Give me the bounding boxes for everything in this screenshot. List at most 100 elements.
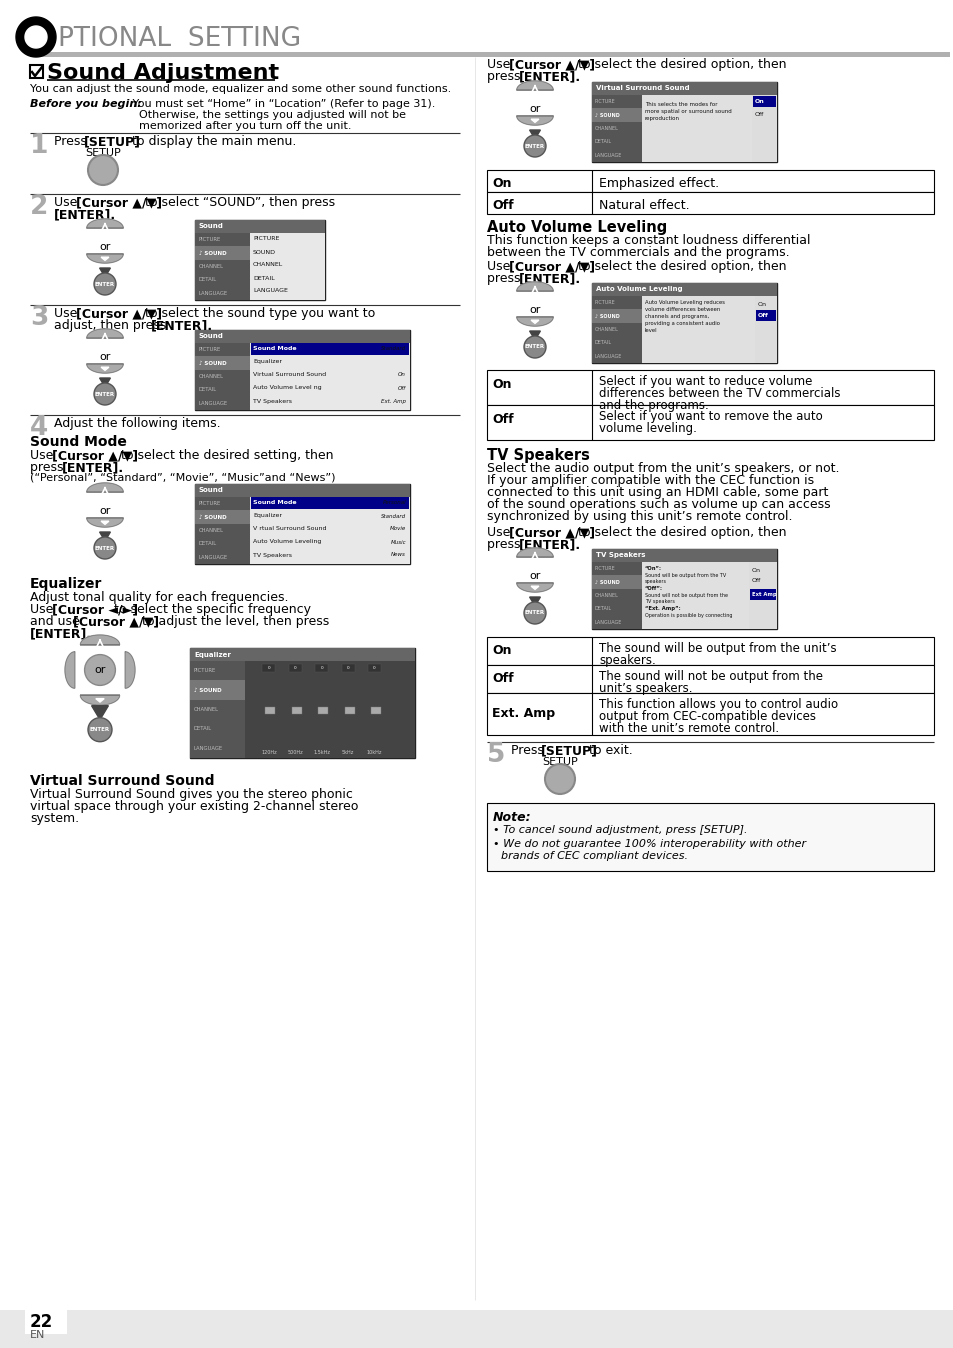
Bar	[194, 511, 250, 524]
Bar	[592, 549, 776, 630]
Text: LANGUAGE: LANGUAGE	[199, 400, 228, 406]
Circle shape	[88, 155, 118, 185]
Text: • To cancel sound adjustment, press [SETUP].: • To cancel sound adjustment, press [SET…	[493, 825, 747, 834]
Polygon shape	[80, 696, 119, 705]
Bar	[751, 94, 776, 162]
Circle shape	[523, 336, 545, 359]
Text: press: press	[486, 272, 524, 284]
Polygon shape	[65, 652, 74, 689]
Text: DETAIL: DETAIL	[595, 341, 612, 345]
Text: PTIONAL  SETTING: PTIONAL SETTING	[58, 26, 301, 53]
Text: to display the main menu.: to display the main menu.	[128, 135, 296, 148]
Text: Personal: Personal	[382, 500, 406, 506]
Text: or: or	[99, 352, 111, 363]
Bar	[190, 648, 415, 758]
Text: 10kHz: 10kHz	[366, 749, 382, 755]
Text: [Cursor ◄/►]: [Cursor ◄/►]	[52, 603, 138, 616]
Text: Select if you want to remove the auto: Select if you want to remove the auto	[598, 410, 821, 423]
Text: Emphasized effect.: Emphasized effect.	[598, 177, 719, 190]
Bar	[190, 648, 415, 661]
Text: memorized after you turn off the unit.: memorized after you turn off the unit.	[139, 121, 351, 131]
Text: PICTURE: PICTURE	[595, 100, 615, 104]
Bar	[245, 661, 415, 758]
Text: Standard: Standard	[380, 346, 406, 352]
Text: 0: 0	[320, 666, 323, 670]
Text: 22: 22	[30, 1313, 53, 1330]
Text: virtual space through your existing 2-channel stereo: virtual space through your existing 2-ch…	[30, 799, 358, 813]
Text: LANGUAGE: LANGUAGE	[193, 745, 223, 751]
Text: CHANNEL: CHANNEL	[199, 373, 224, 379]
Text: CHANNEL: CHANNEL	[595, 593, 618, 599]
Text: Auto Volume Leveling: Auto Volume Leveling	[253, 539, 321, 545]
Text: DETAIL: DETAIL	[595, 139, 612, 144]
Text: PICTURE: PICTURE	[193, 669, 216, 673]
Text: (“Personal”, “Standard”, “Movie”, “Music”and “News”): (“Personal”, “Standard”, “Movie”, “Music…	[30, 473, 335, 483]
Bar	[641, 297, 754, 363]
Text: [Cursor ▲/▼]: [Cursor ▲/▼]	[509, 58, 595, 71]
Circle shape	[94, 537, 116, 559]
Text: 0: 0	[346, 666, 349, 670]
Text: or: or	[94, 665, 106, 675]
Text: brands of CEC compliant devices.: brands of CEC compliant devices.	[500, 851, 687, 861]
Bar	[371, 706, 380, 714]
Bar	[194, 342, 250, 410]
Text: 3: 3	[30, 305, 49, 332]
Text: more spatial or surround sound: more spatial or surround sound	[644, 109, 731, 115]
Bar	[592, 283, 776, 363]
Text: DETAIL: DETAIL	[199, 387, 217, 392]
Polygon shape	[517, 317, 553, 326]
Text: CHANNEL: CHANNEL	[595, 125, 618, 131]
Text: Movie: Movie	[390, 527, 406, 531]
Text: Equalizer: Equalizer	[193, 651, 231, 658]
Text: If your amplifier compatible with the CEC function is: If your amplifier compatible with the CE…	[486, 474, 813, 487]
Text: to select the desired setting, then: to select the desired setting, then	[117, 449, 334, 462]
Circle shape	[85, 655, 115, 685]
Text: synchronized by using this unit’s remote control.: synchronized by using this unit’s remote…	[486, 510, 792, 523]
Polygon shape	[125, 652, 134, 689]
Text: Auto Volume Leveling reduces: Auto Volume Leveling reduces	[644, 301, 724, 305]
Text: The sound will not be output from the: The sound will not be output from the	[598, 670, 822, 683]
Text: PICTURE: PICTURE	[595, 301, 615, 305]
Circle shape	[523, 135, 545, 156]
Text: ENTER: ENTER	[524, 611, 544, 616]
Text: ♪ SOUND: ♪ SOUND	[595, 113, 619, 117]
Text: ENTER: ENTER	[524, 143, 544, 148]
Text: connected to this unit using an HDMI cable, some part: connected to this unit using an HDMI cab…	[486, 487, 827, 499]
Text: [ENTER].: [ENTER].	[54, 208, 116, 221]
Text: 4: 4	[30, 415, 49, 441]
Text: Auto Volume Level ng: Auto Volume Level ng	[253, 386, 321, 391]
Text: or: or	[529, 572, 540, 581]
Bar	[194, 247, 250, 260]
Text: [Cursor ▲/▼]: [Cursor ▲/▼]	[73, 615, 159, 628]
Text: LANGUAGE: LANGUAGE	[595, 152, 621, 158]
Bar	[486, 803, 933, 871]
Bar	[341, 665, 355, 673]
Polygon shape	[95, 698, 104, 702]
Bar	[250, 342, 410, 410]
Text: volume differences between: volume differences between	[644, 307, 720, 311]
Text: ♪ SOUND: ♪ SOUND	[199, 361, 227, 365]
Text: TV Speakers: TV Speakers	[253, 553, 292, 558]
Text: LANGUAGE: LANGUAGE	[199, 291, 228, 295]
Text: • We do not guarantee 100% interoperability with other: • We do not guarantee 100% interoperabil…	[493, 838, 805, 849]
Text: This function allows you to control audio: This function allows you to control audi…	[598, 698, 838, 710]
Text: Use: Use	[486, 260, 514, 274]
Bar	[251, 342, 409, 355]
Bar	[592, 310, 641, 322]
Text: “Ext. Amp”:: “Ext. Amp”:	[644, 607, 679, 611]
Text: DETAIL: DETAIL	[199, 542, 217, 546]
Text: press: press	[30, 461, 68, 474]
Bar	[292, 706, 301, 714]
Text: Select the audio output from the unit’s speakers, or not.: Select the audio output from the unit’s …	[486, 462, 839, 474]
Polygon shape	[531, 586, 538, 589]
Text: Sound: Sound	[199, 224, 224, 229]
Text: LANGUAGE: LANGUAGE	[199, 555, 228, 559]
Text: Music: Music	[390, 539, 406, 545]
Bar	[344, 706, 355, 714]
Text: TV Speakers: TV Speakers	[486, 448, 589, 462]
Text: SETUP: SETUP	[541, 758, 578, 767]
Text: Equalizer: Equalizer	[30, 577, 102, 590]
Text: On: On	[754, 98, 764, 104]
Text: PICTURE: PICTURE	[253, 236, 279, 241]
Bar	[749, 589, 775, 600]
